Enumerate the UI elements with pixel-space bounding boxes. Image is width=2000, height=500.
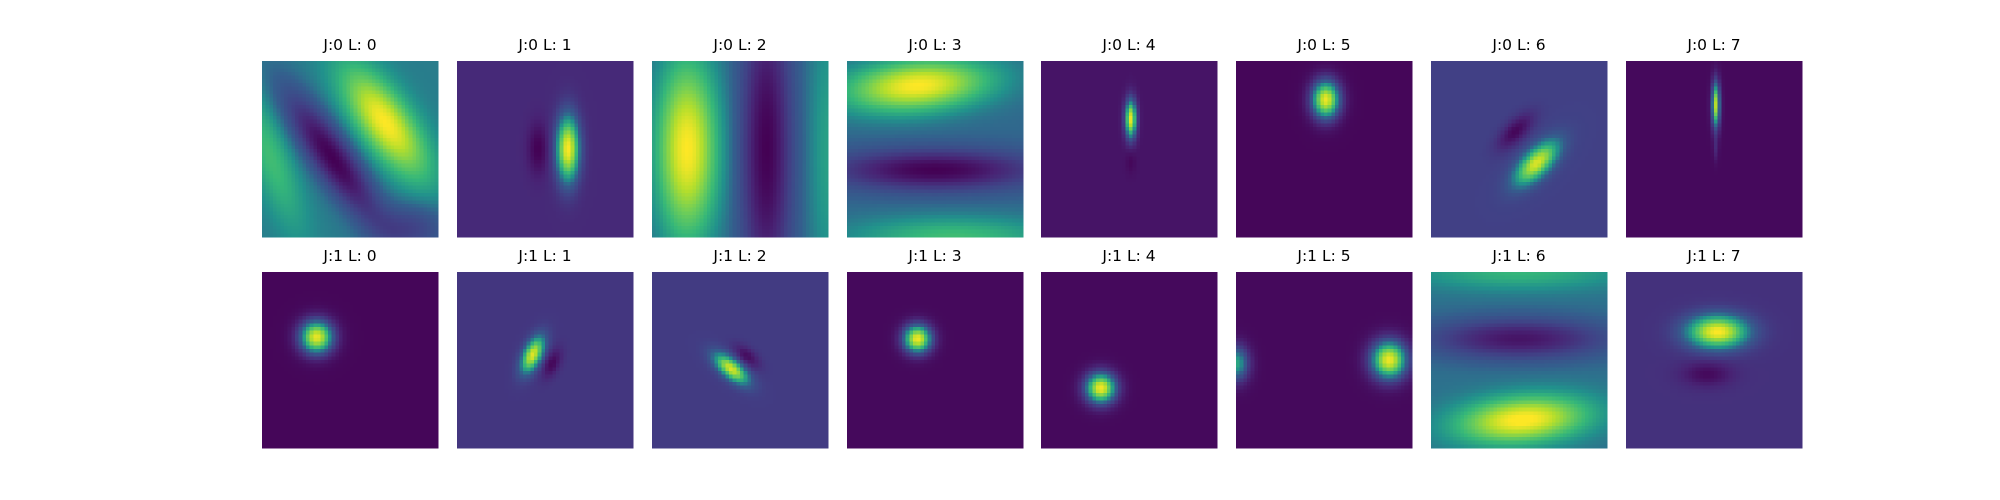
heatmap-image: [1041, 61, 1218, 238]
heatmap-image: [847, 61, 1024, 238]
heatmap-panel: J:1 L: 6: [1431, 247, 1608, 449]
panel-title: J:0 L: 5: [1296, 36, 1350, 54]
heatmap-panel: J:0 L: 0: [262, 36, 439, 238]
heatmap-panel: J:0 L: 7: [1626, 36, 1803, 238]
heatmap-image: [652, 272, 829, 449]
heatmap-panel: J:1 L: 2: [652, 247, 829, 449]
heatmap-panel: J:1 L: 4: [1041, 247, 1218, 449]
heatmap-image: [1236, 272, 1413, 449]
panel-title: J:1 L: 2: [712, 247, 766, 265]
heatmap-image: [1431, 272, 1608, 449]
heatmap-image: [1626, 61, 1803, 238]
heatmap-panel: J:0 L: 4: [1041, 36, 1218, 238]
panel-title: J:0 L: 2: [712, 36, 766, 54]
panel-title: J:0 L: 6: [1491, 36, 1545, 54]
heatmap-image: [262, 272, 439, 449]
heatmap-image: [847, 272, 1024, 449]
heatmap-image: [652, 61, 829, 238]
panels: J:0 L: 0 J:0 L: 1 J:0 L: 2 J:0 L: 3 J:0 L: 4…: [262, 36, 1803, 449]
heatmap-image: [262, 61, 439, 238]
panel-title: J:1 L: 5: [1296, 247, 1350, 265]
heatmap-image: [1041, 272, 1218, 449]
panel-title: J:0 L: 3: [907, 36, 961, 54]
heatmap-panel: J:1 L: 0: [262, 247, 439, 449]
heatmap-image: [1626, 272, 1803, 449]
heatmap-image: [457, 61, 634, 238]
panel-title: J:0 L: 7: [1686, 36, 1740, 54]
panel-title: J:0 L: 4: [1101, 36, 1155, 54]
heatmap-panel: J:0 L: 5: [1236, 36, 1413, 238]
panel-title: J:0 L: 0: [322, 36, 376, 54]
panel-title: J:0 L: 1: [517, 36, 571, 54]
heatmap-panel: J:0 L: 1: [457, 36, 634, 238]
heatmap-image: [1431, 61, 1608, 238]
heatmap-panel: J:0 L: 3: [847, 36, 1024, 238]
heatmap-image: [1236, 61, 1413, 238]
heatmap-panel: J:1 L: 1: [457, 247, 634, 449]
panel-title: J:1 L: 3: [907, 247, 961, 265]
panel-title: J:1 L: 6: [1491, 247, 1545, 265]
heatmap-panel: J:0 L: 2: [652, 36, 829, 238]
panel-title: J:1 L: 4: [1101, 247, 1155, 265]
panel-title: J:1 L: 7: [1686, 247, 1740, 265]
panel-title: J:1 L: 0: [322, 247, 376, 265]
panel-title: J:1 L: 1: [517, 247, 571, 265]
heatmap-panel: J:1 L: 3: [847, 247, 1024, 449]
heatmap-panel: J:1 L: 7: [1626, 247, 1803, 449]
heatmap-panel: J:1 L: 5: [1236, 247, 1413, 449]
heatmap-image: [457, 272, 634, 449]
heatmap-panel: J:0 L: 6: [1431, 36, 1608, 238]
